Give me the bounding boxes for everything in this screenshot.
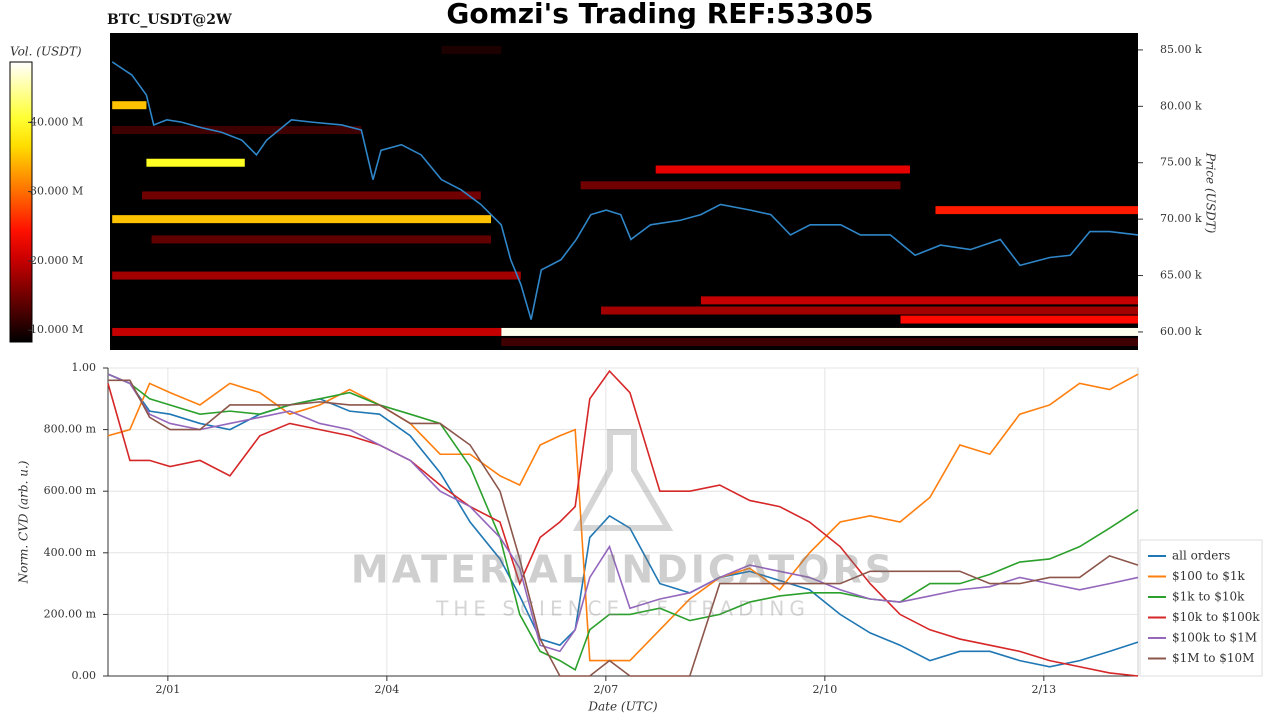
colorbar-tick-label: 40.000 M (30, 115, 83, 128)
watermark-logo (572, 429, 674, 531)
watermark-text: MATERIAL INDICATORS (351, 548, 895, 592)
heat-band (112, 101, 147, 110)
heat-band (146, 158, 245, 167)
series-line (107, 373, 1139, 672)
price-line (111, 61, 1139, 320)
x-tick-label: 2/04 (375, 683, 400, 696)
watermark-text: THE SCIENCE OF TRADING (435, 597, 810, 621)
heat-band (112, 215, 492, 224)
y-tick-label: 75.00 k (1160, 156, 1202, 169)
y-tick-label: 800.00 m (44, 423, 97, 436)
heat-band (580, 181, 901, 190)
series-line (107, 373, 1139, 653)
y-axis-label: Price (USDT) (1204, 152, 1218, 234)
x-tick-label: 2/13 (1031, 683, 1056, 696)
y-tick-label: 400.00 m (44, 546, 97, 559)
y-tick-label: 60.00 k (1160, 325, 1202, 338)
y-tick-label: 600.00 m (44, 484, 97, 497)
legend-label: all orders (1172, 549, 1230, 563)
heat-band (142, 191, 481, 200)
legend-label: $1k to $10k (1172, 590, 1245, 604)
heat-band (900, 315, 1138, 324)
heat-band (601, 306, 1138, 315)
series-line (107, 373, 1139, 662)
legend-label: $10k to $100k (1172, 610, 1260, 624)
heat-band (501, 327, 1138, 336)
x-tick-label: 2/01 (156, 683, 181, 696)
heat-band (501, 338, 1138, 347)
heat-band (655, 165, 910, 174)
colorbar (9, 61, 33, 343)
colorbar-tick-label: 30.000 M (30, 185, 83, 198)
y-tick-label: 1.00 (72, 361, 97, 374)
x-tick-label: 2/07 (593, 683, 618, 696)
y-tick-label: 65.00 k (1160, 269, 1202, 282)
y-tick-label: 85.00 k (1160, 43, 1202, 56)
x-tick-label: 2/10 (812, 683, 837, 696)
series-line (107, 369, 1139, 677)
y-tick-label: 80.00 k (1160, 99, 1202, 112)
y-tick-label: 0.00 (72, 669, 97, 682)
legend-label: $1M to $10M (1172, 651, 1254, 665)
x-axis-label: Date (UTC) (587, 700, 657, 714)
legend-label: $100 to $1k (1172, 569, 1245, 583)
chart-title: Gomzi's Trading REF:53305 (446, 0, 873, 30)
heat-band (700, 296, 1138, 305)
heat-band (441, 45, 502, 54)
colorbar-tick-label: 10.000 M (30, 323, 83, 336)
heat-band (112, 126, 362, 135)
heat-band (151, 235, 492, 244)
series-line (108, 379, 1139, 677)
plot-area (107, 367, 1139, 677)
colorbar-label: Vol. (USDT) (10, 45, 82, 59)
heat-band (935, 206, 1138, 215)
y-tick-label: 70.00 k (1160, 212, 1202, 225)
colorbar-tick-label: 20.000 M (30, 254, 83, 267)
symbol: BTC_USDT@2W (107, 12, 232, 28)
heat-band (112, 327, 502, 336)
y-tick-label: 200.00 m (44, 607, 97, 620)
legend-label: $100k to $1M (1172, 631, 1257, 645)
y-axis-label: Norm. CVD (arb. u.) (17, 460, 31, 584)
watermark: MATERIAL INDICATORS THE SCIENCE OF TRADIN… (351, 429, 895, 621)
heat-band (112, 271, 521, 280)
legend-box (1139, 539, 1263, 677)
